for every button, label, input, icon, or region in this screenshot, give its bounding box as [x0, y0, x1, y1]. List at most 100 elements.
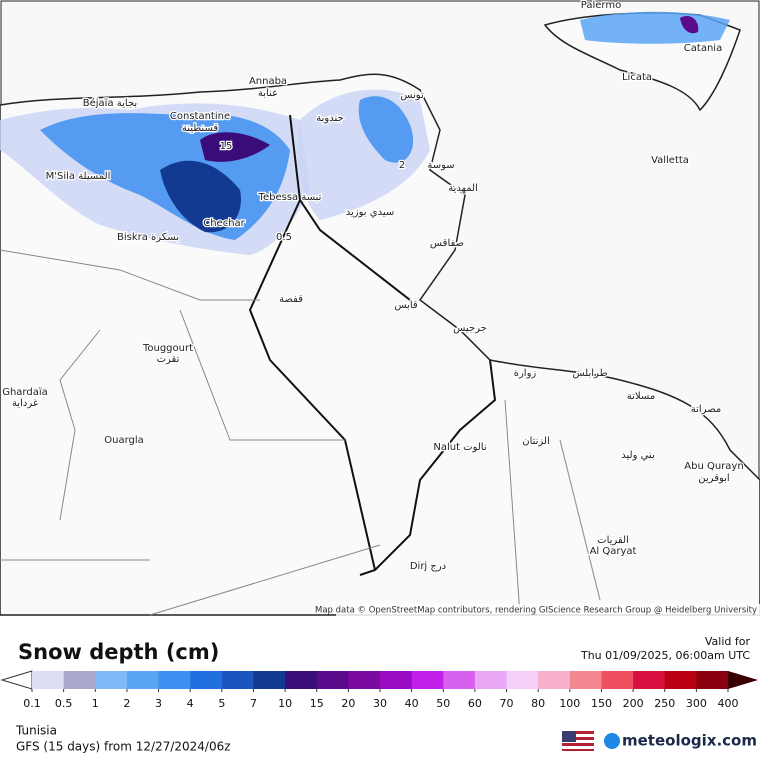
city-label: Catania	[684, 43, 722, 54]
city-label: قفصة	[279, 294, 303, 305]
valid-time: Thu 01/09/2025, 06:00am UTC	[580, 649, 750, 662]
colorbar-tick-label: 3	[155, 697, 162, 710]
colorbar-tick-label: 2	[123, 697, 130, 710]
city-label: ابوقرين	[698, 473, 729, 484]
city-label: المهدية	[448, 183, 478, 194]
city-label: صفاقس	[430, 238, 464, 249]
colorbar-end	[728, 671, 758, 689]
contour-label: 0.5	[276, 232, 292, 243]
city-label: Béjaïa بجاية	[83, 97, 137, 109]
city-label: Al Qaryat	[590, 546, 637, 557]
colorbar-swatch	[506, 671, 539, 689]
colorbar-tick-label: 0.5	[55, 697, 73, 710]
flag	[562, 731, 594, 751]
snow-etna	[680, 15, 699, 34]
colorbar-tick-label: 5	[218, 697, 225, 710]
city-label: Constantine	[170, 111, 230, 122]
city-label: القريات	[597, 535, 629, 546]
colorbar-tick-label: 400	[718, 697, 739, 710]
colorbar-swatch	[32, 671, 65, 689]
colorbar-swatch	[411, 671, 444, 689]
colorbar-swatch	[285, 671, 318, 689]
colorbar-swatch	[95, 671, 128, 689]
city-label: زوارة	[514, 368, 537, 379]
snow-sicily	[580, 11, 730, 44]
colorbar-swatch	[443, 671, 476, 689]
city-label: طرابلس	[572, 368, 607, 379]
city-label: جندوبة	[316, 113, 343, 124]
colorbar-swatch	[633, 671, 666, 689]
colorbar-swatch	[380, 671, 413, 689]
colorbar-swatch	[664, 671, 697, 689]
colorbar-tick-label: 150	[591, 697, 612, 710]
city-label: Valletta	[651, 155, 689, 166]
city-label: عنابة	[258, 88, 278, 99]
colorbar-tick-label: 250	[654, 697, 675, 710]
legend-title: Snow depth (cm)	[18, 640, 219, 664]
city-label: قابس	[394, 300, 418, 311]
snow-medium-tunisia	[358, 96, 414, 163]
colorbar-swatch	[253, 671, 286, 689]
colorbar-swatch	[316, 671, 349, 689]
colorbar-tick-label: 70	[500, 697, 514, 710]
colorbar-tick-label: 100	[559, 697, 580, 710]
city-label: Chechar	[203, 218, 245, 229]
colorbar-tick-label: 40	[405, 697, 419, 710]
city-label: Ouargla	[104, 435, 144, 446]
admin-lines	[0, 249, 601, 616]
colorbar-tick-label: 10	[278, 697, 292, 710]
flag-canton	[562, 731, 576, 742]
model-run: GFS (15 days) from 12/27/2024/06z	[16, 740, 231, 754]
city-label: Annaba	[249, 76, 287, 87]
colorbar-swatch	[538, 671, 571, 689]
city-label: Licata	[622, 72, 652, 83]
colorbar-tick-label: 1	[92, 697, 99, 710]
colorbar-tick-label: 60	[468, 697, 482, 710]
valid-label: Valid for	[705, 635, 751, 648]
city-label: تقرت	[157, 354, 180, 365]
snow-max	[200, 132, 270, 162]
city-label: Ghardaïa	[2, 387, 48, 398]
colorbar-swatch	[348, 671, 381, 689]
colorbar-tick-label: 30	[373, 697, 387, 710]
city-label: تونس	[400, 90, 424, 101]
colorbar-tick-label: 50	[436, 697, 450, 710]
city-label: مسلاتة	[627, 391, 655, 402]
colorbar-swatch	[221, 671, 254, 689]
city-label: Biskra بسكرة	[117, 232, 179, 243]
colorbar-tick-label: 7	[250, 697, 257, 710]
colorbar-tick-label: 20	[341, 697, 355, 710]
city-label: Tebessa تبسة	[258, 192, 322, 203]
city-label: بني وليد	[621, 450, 654, 461]
colorbar-tick-label: 4	[187, 697, 194, 710]
city-label: Nalut نالوت	[433, 442, 486, 453]
colorbar-swatch	[190, 671, 223, 689]
flag-stripe	[562, 740, 594, 743]
colorbar: 0.1 0.5 1 2 3 4 5 7 10 15 20 30 40 50 60 70 80 100 150 200 2…	[0, 670, 758, 710]
city-label: Touggourt	[142, 343, 193, 354]
borders	[248, 114, 497, 576]
colorbar-swatch	[126, 671, 160, 689]
city-label: سيدي بوزيد	[346, 207, 394, 218]
city-label: مصراتة	[691, 404, 721, 415]
colorbar-swatch	[63, 671, 96, 689]
colorbar-swatch	[601, 671, 634, 689]
brand[interactable]: meteologix.com	[622, 732, 757, 750]
colorbar-tick-label: 80	[531, 697, 545, 710]
attribution-bg	[336, 604, 760, 616]
flag-stripe	[562, 734, 594, 737]
colorbar-swatch	[158, 671, 191, 689]
city-label: سوسة	[427, 160, 454, 171]
contour-label: 15	[220, 141, 233, 152]
brand-logo	[604, 733, 620, 749]
colorbar-swatch	[696, 671, 729, 689]
colorbar-tick-label: 300	[686, 697, 707, 710]
snow-deep	[160, 160, 241, 233]
city-label: M'Sila المسيلة	[46, 171, 111, 182]
city-label: غرداية	[12, 398, 38, 409]
attribution: Map data © OpenStreetMap contributors, r…	[315, 606, 757, 616]
